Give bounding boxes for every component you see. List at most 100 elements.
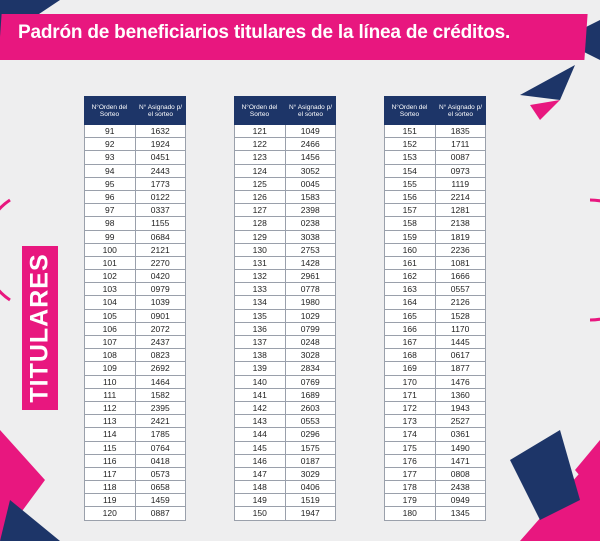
table-header: N°Orden del Sorteo N° Asignado p/ el sort… — [384, 96, 486, 125]
table-row: 161 1081 — [384, 256, 486, 271]
table-cell: 2072 — [136, 322, 186, 335]
table-cell: 161 — [384, 256, 436, 270]
table-cell: 146 — [234, 454, 286, 467]
column-header: N°Orden del Sorteo — [241, 103, 278, 118]
table-header: N°Orden del Sorteo N° Asignado p/ el sort… — [84, 96, 186, 125]
table-row: 114 1785 — [84, 428, 186, 442]
table-cell: 109 — [84, 362, 136, 375]
table-cell: 112 — [84, 401, 136, 415]
table-cell: 96 — [84, 190, 136, 204]
table-row: 180 1345 — [384, 507, 486, 521]
table-cell: 126 — [234, 190, 286, 204]
table-cell: 91 — [84, 125, 136, 138]
table-cell: 1471 — [436, 454, 486, 467]
table-row: 168 0617 — [384, 349, 486, 363]
table-cell: 163 — [384, 283, 436, 296]
table-cell: 1773 — [136, 177, 186, 190]
table-cell: 117 — [84, 467, 136, 481]
table-cell: 171 — [384, 388, 436, 401]
table-cell: 1039 — [136, 296, 186, 309]
table-cell: 125 — [234, 177, 286, 190]
table-row: 127 2398 — [234, 204, 336, 218]
table: N°Orden del Sorteo N° Asignado p/ el sort… — [384, 96, 486, 521]
table-cell: 155 — [384, 177, 436, 190]
table-cell: 174 — [384, 428, 436, 441]
table-cell: 3052 — [286, 164, 336, 177]
table-cell: 175 — [384, 441, 436, 454]
table-row: 129 3038 — [234, 230, 336, 244]
title: Padrón de beneficiarios titulares de la … — [18, 22, 511, 43]
table-cell: 158 — [384, 217, 436, 230]
table-cell: 142 — [234, 401, 286, 415]
table-row: 141 1689 — [234, 388, 336, 402]
table-row: 137 0248 — [234, 336, 336, 350]
table-row: 150 1947 — [234, 507, 336, 521]
table-cell: 2438 — [436, 481, 486, 494]
table-cell: 169 — [384, 362, 436, 375]
table-row: 166 1170 — [384, 322, 486, 336]
table-cell: 0238 — [286, 217, 336, 230]
table-row: 155 1119 — [384, 177, 486, 191]
table-cell: 0187 — [286, 454, 336, 467]
table-row: 157 1281 — [384, 204, 486, 218]
table-row: 174 0361 — [384, 428, 486, 442]
table-cell: 0045 — [286, 177, 336, 190]
table-cell: 1666 — [436, 270, 486, 283]
table-cell: 0361 — [436, 428, 486, 441]
table-cell: 145 — [234, 441, 286, 454]
table-cell: 121 — [234, 125, 286, 138]
table-cell: 131 — [234, 256, 286, 270]
column-header: N° Asignado p/ el sorteo — [438, 103, 483, 118]
table-cell: 132 — [234, 270, 286, 283]
table-cell: 1519 — [286, 494, 336, 507]
side-box — [22, 246, 58, 410]
table-cell: 2270 — [136, 256, 186, 270]
table-row: 153 0087 — [384, 151, 486, 165]
table-cell: 178 — [384, 481, 436, 494]
side-label: TITULARES — [25, 253, 54, 403]
table-row: 164 2126 — [384, 296, 486, 310]
table-row: 116 0418 — [84, 454, 186, 468]
table: N°Orden del Sorteo N° Asignado p/ el sort… — [84, 96, 186, 521]
table-cell: 1819 — [436, 230, 486, 243]
table-cell: 153 — [384, 151, 436, 164]
table-cell: 0949 — [436, 494, 486, 507]
table-cell: 177 — [384, 467, 436, 481]
table-cell: 0451 — [136, 151, 186, 164]
table-cell: 0769 — [286, 375, 336, 388]
table-cell: 1155 — [136, 217, 186, 230]
table-row: 120 0887 — [84, 507, 186, 521]
table-row: 98 1155 — [84, 217, 186, 231]
table-row: 136 0799 — [234, 322, 336, 336]
table-cell: 164 — [384, 296, 436, 309]
table-cell: 1464 — [136, 375, 186, 388]
table-cell: 0799 — [286, 322, 336, 335]
table-row: 142 2603 — [234, 401, 336, 416]
table-cell: 127 — [234, 204, 286, 217]
table-cell: 130 — [234, 243, 286, 256]
table-cell: 0778 — [286, 283, 336, 296]
table-cell: 1456 — [286, 151, 336, 164]
table-cell: 106 — [84, 322, 136, 335]
column-header: N°Orden del Sorteo — [391, 103, 428, 118]
table-row: 160 2236 — [384, 243, 486, 257]
table-row: 170 1476 — [384, 375, 486, 389]
table-cell: 0764 — [136, 441, 186, 454]
table-row: 171 1360 — [384, 388, 486, 402]
table-cell: 1924 — [136, 138, 186, 151]
table-row: 91 1632 — [84, 125, 186, 139]
column-header: N° Asignado p/ el sorteo — [138, 103, 183, 118]
table-cell: 93 — [84, 151, 136, 164]
table-row: 163 0557 — [384, 283, 486, 297]
table-cell: 173 — [384, 415, 436, 428]
table-row: 162 1666 — [384, 270, 486, 284]
table-cell: 136 — [234, 322, 286, 335]
table-cell: 2395 — [136, 401, 186, 415]
table-cell: 0617 — [436, 349, 486, 362]
table-cell: 0553 — [286, 415, 336, 428]
table-row: 104 1039 — [84, 296, 186, 310]
table-cell: 1980 — [286, 296, 336, 309]
table-row: 101 2270 — [84, 256, 186, 271]
table-row: 169 1877 — [384, 362, 486, 376]
